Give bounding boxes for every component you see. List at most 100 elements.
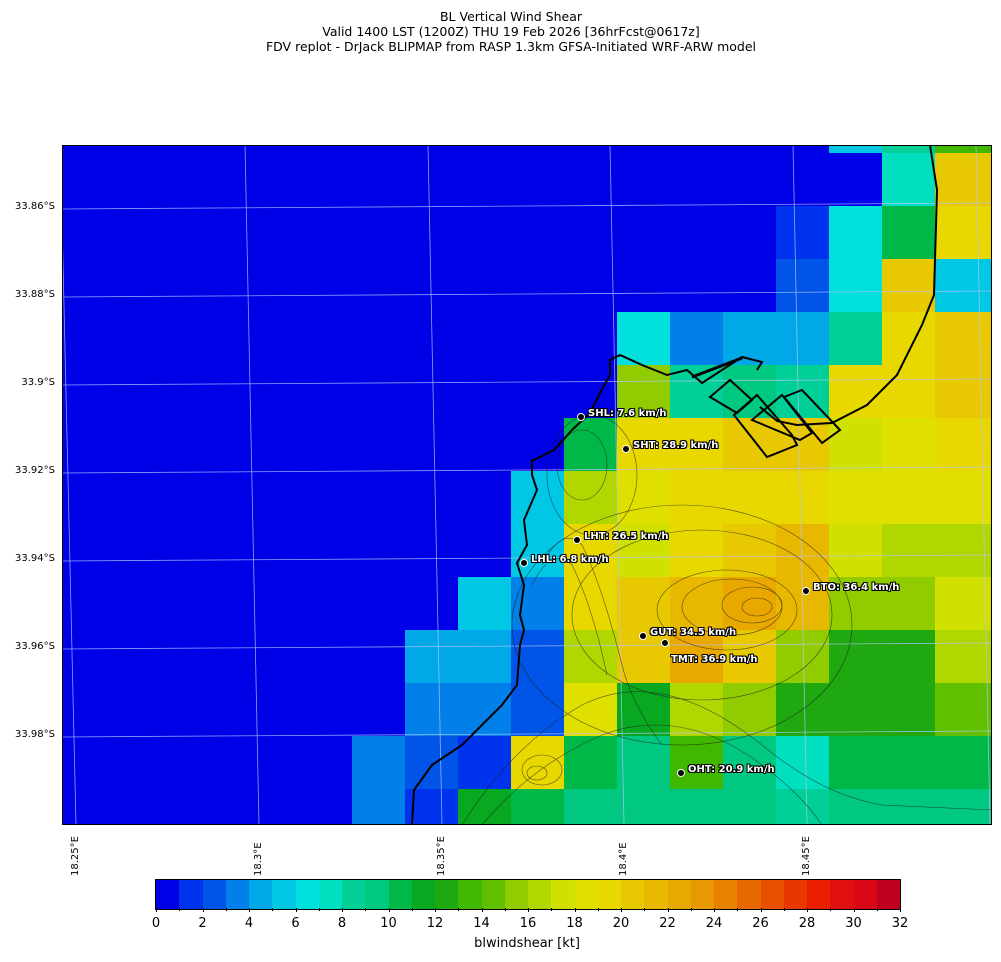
heatmap-cell: [670, 206, 723, 259]
heatmap-cell: [405, 206, 458, 259]
heatmap-cell: [352, 365, 405, 418]
colorbar-tick-label: 10: [380, 916, 397, 931]
heatmap-cell: [882, 736, 935, 789]
heatmap-cell: [776, 630, 829, 683]
heatmap-cell: [352, 145, 405, 153]
heatmap-cell: [405, 153, 458, 206]
heatmap-cell: [882, 630, 935, 683]
heatmap-cell: [776, 789, 829, 825]
longitude-tick-label: 18.35°E: [436, 836, 447, 876]
colorbar-tick-label: 32: [891, 916, 909, 931]
colorbar-swatch: [853, 880, 877, 909]
heatmap-cell: [405, 736, 458, 789]
heatmap-cell: [723, 206, 776, 259]
heatmap-cell: [776, 471, 829, 524]
latitude-tick-label: 33.86°S: [15, 201, 55, 212]
heatmap-cell: [776, 153, 829, 206]
heatmap-cell: [723, 259, 776, 312]
heatmap-cell: [405, 145, 458, 153]
heatmap-cell: [405, 683, 458, 736]
colorbar-swatch: [876, 880, 900, 909]
heatmap-cell: [829, 736, 882, 789]
heatmap-cell: [617, 418, 670, 471]
heatmap-cell: [670, 524, 723, 577]
heatmap-cell: [458, 630, 511, 683]
heatmap-cell: [829, 630, 882, 683]
colorbar-tick-label: 18: [566, 916, 583, 931]
heatmap-cell: [458, 789, 511, 825]
heatmap-cell: [405, 418, 458, 471]
heatmap-cell: [935, 736, 992, 789]
colorbar-tick: [853, 908, 855, 912]
colorbar-tick-label: 6: [291, 916, 300, 931]
heatmap-cell: [829, 471, 882, 524]
colorbar-tick: [458, 908, 460, 911]
heatmap-cell: [723, 145, 776, 153]
colorbar-tick-label: 26: [752, 916, 769, 931]
colorbar-tick: [365, 908, 367, 911]
heatmap-cell: [935, 789, 992, 825]
colorbar-swatch: [551, 880, 575, 909]
heatmap-cell: [511, 789, 564, 825]
heatmap-cell: [458, 206, 511, 259]
heatmap-cell: [882, 577, 935, 630]
colorbar-tick: [667, 908, 669, 912]
colorbar-tick: [179, 908, 181, 911]
heatmap-cell: [829, 312, 882, 365]
heatmap-cell: [564, 145, 617, 153]
colorbar-tick: [481, 908, 483, 912]
heatmap-cell: [670, 153, 723, 206]
colorbar-swatch: [690, 880, 714, 909]
heatmap-cell: [511, 365, 564, 418]
colorbar-tick-label: 28: [798, 916, 816, 931]
heatmap-cell: [723, 577, 776, 630]
heatmap-cell: [511, 153, 564, 206]
chart-valid-time: Valid 1400 LST (1200Z) THU 19 Feb 2026 […: [322, 24, 700, 39]
station-label-gut: GUT: 34.5 km/h: [650, 627, 737, 638]
heatmap-cell: [564, 153, 617, 206]
colorbar-swatch: [458, 880, 482, 909]
heatmap-cell: [617, 789, 670, 825]
colorbar-tick: [597, 908, 599, 911]
heatmap-cell: [458, 153, 511, 206]
heatmap-cell: [458, 418, 511, 471]
colorbar-tick-label: 30: [845, 916, 862, 931]
heatmap-cell: [723, 789, 776, 825]
heatmap-cell: [564, 577, 617, 630]
colorbar-tick: [714, 908, 715, 912]
colorbar-swatch: [760, 880, 784, 909]
heatmap-cell: [352, 683, 405, 736]
heatmap-cell: [882, 312, 935, 365]
colorbar-tick: [156, 908, 157, 912]
colorbar-tick: [249, 908, 250, 912]
heatmap-cell: [935, 206, 992, 259]
heatmap-cell: [564, 683, 617, 736]
heatmap-cell: [352, 736, 405, 789]
heatmap-cell: [511, 259, 564, 312]
colorbar-swatch: [807, 880, 831, 909]
heatmap-cell: [829, 145, 882, 153]
heatmap-cell: [723, 524, 776, 577]
heatmap-cell: [935, 524, 992, 577]
heatmap-cell: [882, 683, 935, 736]
colorbar-swatch: [156, 880, 180, 909]
colorbar-tick: [272, 908, 274, 911]
heatmap-cell: [670, 259, 723, 312]
latitude-tick-label: 33.96°S: [15, 641, 55, 652]
heatmap-cell: [617, 153, 670, 206]
heatmap-cell: [458, 259, 511, 312]
heatmap-cell: [617, 736, 670, 789]
colorbar-swatch: [365, 880, 389, 909]
heatmap-cell: [882, 259, 935, 312]
heatmap-cell: [564, 206, 617, 259]
heatmap-cell: [723, 736, 776, 789]
heatmap-cell: [829, 577, 882, 630]
heatmap-cell: [882, 471, 935, 524]
coastline-north: [759, 145, 939, 427]
colorbar-tick-label: 8: [337, 916, 347, 931]
heatmap-cell: [935, 577, 992, 630]
station-marker-oht: [677, 769, 685, 777]
heatmap-cell: [935, 259, 992, 312]
heatmap-cell: [882, 145, 935, 153]
heatmap-cell: [776, 145, 829, 153]
